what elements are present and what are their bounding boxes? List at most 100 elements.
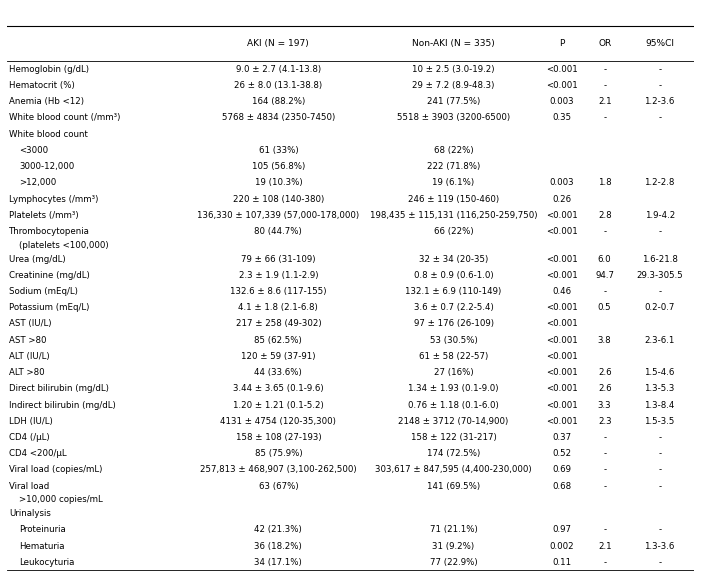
Text: OR: OR	[598, 39, 611, 48]
Text: 1.5-4.6: 1.5-4.6	[644, 368, 675, 377]
Text: 32 ± 34 (20-35): 32 ± 34 (20-35)	[419, 254, 488, 264]
Text: -: -	[603, 482, 606, 491]
Text: 85 (75.9%): 85 (75.9%)	[254, 449, 302, 458]
Text: 95%CI: 95%CI	[645, 39, 674, 48]
Text: 2.6: 2.6	[598, 368, 611, 377]
Text: 9.0 ± 2.7 (4.1-13.8): 9.0 ± 2.7 (4.1-13.8)	[236, 65, 321, 74]
Text: <0.001: <0.001	[546, 81, 578, 90]
Text: 132.1 ± 6.9 (110-149): 132.1 ± 6.9 (110-149)	[405, 287, 502, 296]
Text: 27 (16%): 27 (16%)	[434, 368, 473, 377]
Text: 217 ± 258 (49-302): 217 ± 258 (49-302)	[236, 320, 321, 328]
Text: White blood count (/mm³): White blood count (/mm³)	[9, 113, 121, 122]
Text: 1.3-8.4: 1.3-8.4	[644, 400, 675, 410]
Text: -: -	[658, 433, 661, 442]
Text: -: -	[658, 113, 661, 122]
Text: 0.37: 0.37	[552, 433, 571, 442]
Text: 61 ± 58 (22-57): 61 ± 58 (22-57)	[419, 352, 488, 361]
Text: 29 ± 7.2 (8.9-48.3): 29 ± 7.2 (8.9-48.3)	[412, 81, 495, 90]
Text: 120 ± 59 (37-91): 120 ± 59 (37-91)	[241, 352, 315, 361]
Text: CD4 <200/μL: CD4 <200/μL	[9, 449, 67, 458]
Text: 5768 ± 4834 (2350-7450): 5768 ± 4834 (2350-7450)	[222, 113, 335, 122]
Text: 10 ± 2.5 (3.0-19.2): 10 ± 2.5 (3.0-19.2)	[412, 65, 495, 74]
Text: 2.8: 2.8	[598, 211, 611, 220]
Text: Potassium (mEq/L): Potassium (mEq/L)	[9, 303, 90, 312]
Text: 31 (9.2%): 31 (9.2%)	[433, 542, 475, 551]
Text: 158 ± 108 (27-193): 158 ± 108 (27-193)	[236, 433, 321, 442]
Text: 1.5-3.5: 1.5-3.5	[644, 417, 675, 426]
Text: 136,330 ± 107,339 (57,000-178,000): 136,330 ± 107,339 (57,000-178,000)	[197, 211, 360, 220]
Text: -: -	[603, 227, 606, 236]
Text: 141 (69.5%): 141 (69.5%)	[427, 482, 480, 491]
Text: -: -	[658, 449, 661, 458]
Text: 34 (17.1%): 34 (17.1%)	[254, 558, 302, 567]
Text: 53 (30.5%): 53 (30.5%)	[430, 336, 477, 345]
Text: 0.003: 0.003	[550, 97, 574, 106]
Text: -: -	[658, 65, 661, 74]
Text: 0.52: 0.52	[552, 449, 571, 458]
Text: <0.001: <0.001	[546, 65, 578, 74]
Text: 26 ± 8.0 (13.1-38.8): 26 ± 8.0 (13.1-38.8)	[234, 81, 322, 90]
Text: <3000: <3000	[20, 146, 48, 155]
Text: 79 ± 66 (31-109): 79 ± 66 (31-109)	[241, 254, 315, 264]
Text: 257,813 ± 468,907 (3,100-262,500): 257,813 ± 468,907 (3,100-262,500)	[200, 466, 357, 474]
Text: -: -	[603, 526, 606, 534]
Text: 85 (62.5%): 85 (62.5%)	[254, 336, 302, 345]
Text: -: -	[658, 482, 661, 491]
Text: 6.0: 6.0	[598, 254, 611, 264]
Text: -: -	[603, 113, 606, 122]
Text: -: -	[658, 227, 661, 236]
Text: 303,617 ± 847,595 (4,400-230,000): 303,617 ± 847,595 (4,400-230,000)	[375, 466, 532, 474]
Text: 71 (21.1%): 71 (21.1%)	[430, 526, 477, 534]
Text: P: P	[559, 39, 565, 48]
Text: <0.001: <0.001	[546, 417, 578, 426]
Text: -: -	[603, 81, 606, 90]
Text: 97 ± 176 (26-109): 97 ± 176 (26-109)	[414, 320, 494, 328]
Text: 1.9-4.2: 1.9-4.2	[644, 211, 675, 220]
Text: (platelets <100,000): (platelets <100,000)	[20, 241, 109, 250]
Text: 44 (33.6%): 44 (33.6%)	[254, 368, 302, 377]
Text: 0.68: 0.68	[552, 482, 571, 491]
Text: 0.002: 0.002	[550, 542, 574, 551]
Text: <0.001: <0.001	[546, 368, 578, 377]
Text: 2.1: 2.1	[598, 97, 611, 106]
Text: 3.3: 3.3	[598, 400, 611, 410]
Text: 0.97: 0.97	[552, 526, 571, 534]
Text: <0.001: <0.001	[546, 400, 578, 410]
Text: 0.26: 0.26	[552, 194, 571, 204]
Text: 0.46: 0.46	[552, 287, 571, 296]
Text: 2.3 ± 1.9 (1.1-2.9): 2.3 ± 1.9 (1.1-2.9)	[238, 271, 318, 280]
Text: 19 (10.3%): 19 (10.3%)	[254, 178, 302, 187]
Text: <0.001: <0.001	[546, 320, 578, 328]
Text: Viral load: Viral load	[9, 482, 49, 491]
Text: <0.001: <0.001	[546, 384, 578, 393]
Text: Platelets (/mm³): Platelets (/mm³)	[9, 211, 79, 220]
Text: 4.1 ± 1.8 (2.1-6.8): 4.1 ± 1.8 (2.1-6.8)	[238, 303, 318, 312]
Text: 36 (18.2%): 36 (18.2%)	[254, 542, 302, 551]
Text: 77 (22.9%): 77 (22.9%)	[430, 558, 477, 567]
Text: <0.001: <0.001	[546, 271, 578, 280]
Text: 5518 ± 3903 (3200-6500): 5518 ± 3903 (3200-6500)	[397, 113, 510, 122]
Text: 1.2-2.8: 1.2-2.8	[644, 178, 675, 187]
Text: 241 (77.5%): 241 (77.5%)	[427, 97, 480, 106]
Text: -: -	[658, 466, 661, 474]
Text: 0.2-0.7: 0.2-0.7	[644, 303, 675, 312]
Text: 2.3-6.1: 2.3-6.1	[644, 336, 675, 345]
Text: 158 ± 122 (31-217): 158 ± 122 (31-217)	[411, 433, 496, 442]
Text: Non-AKI (N = 335): Non-AKI (N = 335)	[412, 39, 495, 48]
Text: 1.3-5.3: 1.3-5.3	[644, 384, 675, 393]
Text: -: -	[603, 449, 606, 458]
Text: -: -	[603, 65, 606, 74]
Text: 220 ± 108 (140-380): 220 ± 108 (140-380)	[233, 194, 324, 204]
Text: 29.3-305.5: 29.3-305.5	[637, 271, 683, 280]
Text: Creatinine (mg/dL): Creatinine (mg/dL)	[9, 271, 90, 280]
Text: 164 (88.2%): 164 (88.2%)	[252, 97, 305, 106]
Text: 1.8: 1.8	[598, 178, 611, 187]
Text: 80 (44.7%): 80 (44.7%)	[254, 227, 302, 236]
Text: 1.20 ± 1.21 (0.1-5.2): 1.20 ± 1.21 (0.1-5.2)	[233, 400, 324, 410]
Text: ALT >80: ALT >80	[9, 368, 45, 377]
Text: CD4 (/μL): CD4 (/μL)	[9, 433, 50, 442]
Text: 3.44 ± 3.65 (0.1-9.6): 3.44 ± 3.65 (0.1-9.6)	[233, 384, 324, 393]
Text: 4131 ± 4754 (120-35,300): 4131 ± 4754 (120-35,300)	[220, 417, 336, 426]
Text: Viral load (copies/mL): Viral load (copies/mL)	[9, 466, 102, 474]
Text: Leukocyturia: Leukocyturia	[20, 558, 75, 567]
